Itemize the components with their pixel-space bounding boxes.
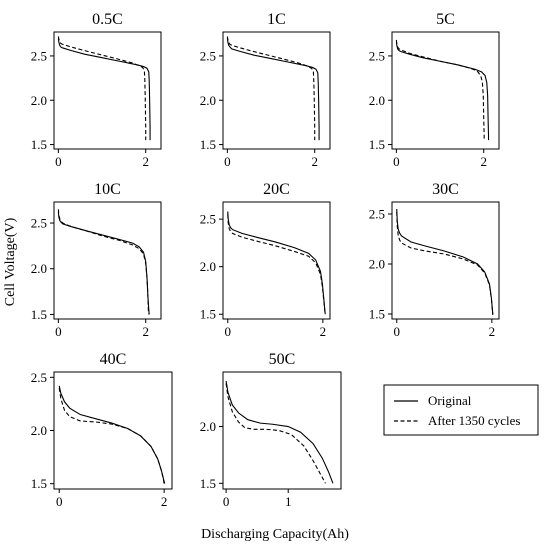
series-line-after-cycles [227, 214, 326, 315]
chart-panel: 30C 1.5 2.0 2.5 0 2 [369, 181, 500, 339]
chart-panel: 0.5C 1.5 2.0 2.5 0 2 [31, 11, 162, 169]
chart-panel: 20C 1.5 2.0 2.5 0 2 [200, 181, 331, 339]
y-tick-label: 1.5 [31, 137, 47, 152]
y-tick-label: 2.0 [200, 259, 216, 274]
x-tick-label: 0 [225, 324, 232, 339]
series-line-after-cycles [396, 211, 494, 316]
x-tick-label: 2 [320, 324, 327, 339]
y-tick-label: 2.5 [31, 48, 47, 63]
x-tick-label: 1 [285, 494, 292, 509]
series-line-after-cycles [226, 36, 316, 141]
y-tick-label: 2.0 [200, 419, 216, 434]
chart-panel: 50C 1.5 2.0 0 1 [200, 351, 342, 509]
series-line-original [396, 208, 494, 315]
chart-frame [391, 201, 500, 320]
x-tick-label: 2 [489, 324, 496, 339]
chart-frame [222, 201, 331, 320]
series-line-original [57, 38, 151, 141]
series-line-original [225, 381, 334, 484]
x-tick-label: 2 [311, 154, 318, 169]
series-line-after-cycles [57, 36, 147, 141]
chart-title: 40C [100, 351, 127, 368]
series-line-original [226, 38, 320, 141]
chart-frame [53, 31, 162, 150]
y-tick-label: 2.5 [200, 212, 216, 227]
chart-panel: 40C 1.5 2.0 2.5 0 2 [31, 351, 173, 509]
chart-title: 50C [269, 351, 296, 368]
legend-label-after-cycles: After 1350 cycles [428, 413, 520, 428]
chart-frame [53, 201, 162, 320]
chart-title: 1C [267, 11, 286, 28]
x-tick-label: 0 [56, 494, 63, 509]
y-tick-label: 2.5 [369, 207, 385, 222]
chart-frame [391, 31, 500, 150]
y-tick-label: 2.0 [31, 261, 47, 276]
x-tick-label: 0 [55, 324, 62, 339]
x-tick-label: 2 [480, 154, 487, 169]
x-tick-label: 0 [223, 494, 230, 509]
y-tick-label: 2.0 [31, 423, 47, 438]
chart-panel: 1C 1.5 2.0 2.5 0 2 [200, 11, 331, 169]
chart-frame [222, 31, 331, 150]
series-line-original [57, 211, 150, 315]
chart-title: 20C [263, 181, 290, 198]
x-tick-label: 2 [142, 324, 149, 339]
chart-title: 30C [432, 181, 459, 198]
chart-panel: 10C 1.5 2.0 2.5 0 2 [31, 181, 162, 339]
series-line-after-cycles [395, 39, 485, 141]
x-tick-label: 0 [55, 154, 62, 169]
x-tick-label: 2 [161, 494, 168, 509]
y-tick-label: 1.5 [200, 307, 216, 322]
chart-title: 10C [94, 181, 121, 198]
y-tick-label: 2.5 [31, 370, 47, 385]
legend-label-original: Original [428, 393, 472, 408]
chart-frame [222, 371, 342, 490]
series-line-after-cycles [58, 387, 165, 485]
chart-frame [53, 371, 173, 490]
chart-title: 5C [436, 11, 455, 28]
legend-frame [383, 384, 539, 436]
y-tick-label: 2.0 [369, 93, 385, 108]
y-tick-label: 1.5 [200, 476, 216, 491]
y-tick-label: 2.0 [369, 257, 385, 272]
y-tick-label: 2.5 [369, 48, 385, 63]
y-tick-label: 1.5 [369, 137, 385, 152]
chart-title: 0.5C [92, 11, 123, 28]
series-line-after-cycles [225, 383, 326, 484]
y-tick-label: 2.5 [31, 216, 47, 231]
y-tick-label: 2.0 [31, 93, 47, 108]
y-axis-label: Cell Voltage(V) [3, 217, 18, 306]
series-line-original [395, 41, 490, 141]
chart-panel: 5C 1.5 2.0 2.5 0 2 [369, 11, 500, 169]
legend: Original After 1350 cycles [383, 384, 539, 436]
series-line-after-cycles [57, 209, 150, 315]
x-tick-label: 0 [394, 324, 401, 339]
y-tick-label: 1.5 [31, 476, 47, 491]
y-tick-label: 1.5 [200, 137, 216, 152]
y-tick-label: 2.0 [200, 93, 216, 108]
y-tick-label: 2.5 [200, 48, 216, 63]
series-line-original [227, 211, 326, 315]
x-tick-label: 0 [224, 154, 231, 169]
x-axis-label: Discharging Capacity(Ah) [201, 527, 349, 542]
x-tick-label: 0 [393, 154, 400, 169]
series-line-original [58, 385, 166, 484]
y-tick-label: 1.5 [369, 307, 385, 322]
y-tick-label: 1.5 [31, 307, 47, 322]
x-tick-label: 2 [142, 154, 149, 169]
